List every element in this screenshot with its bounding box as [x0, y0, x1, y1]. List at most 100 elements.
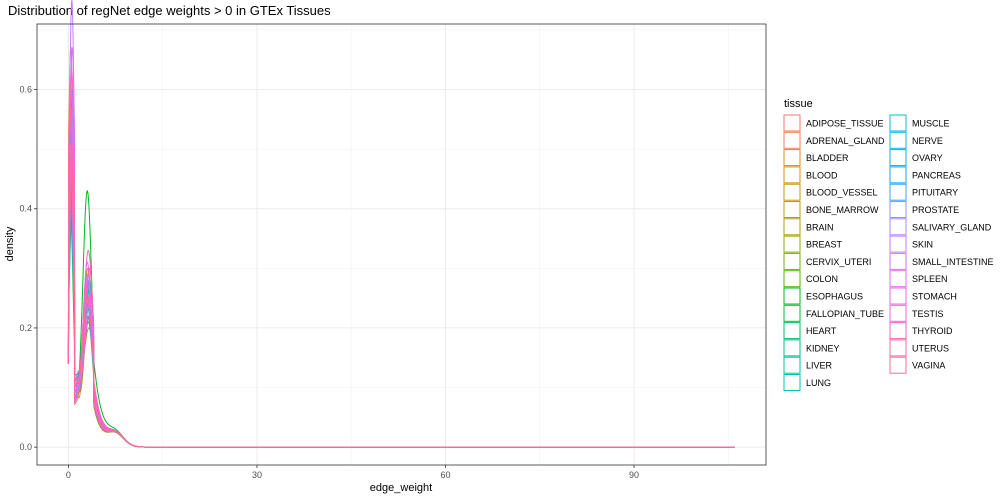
x-tick-label: 0	[66, 470, 71, 480]
legend-key	[783, 252, 801, 270]
legend-key	[783, 270, 801, 288]
legend-key	[783, 235, 801, 253]
legend-label: ADRENAL_GLAND	[806, 136, 885, 146]
legend-label: ADIPOSE_TISSUE	[806, 119, 884, 129]
x-tick-label: 60	[440, 470, 450, 480]
legend-item: SKIN	[889, 235, 933, 253]
chart-title: Distribution of regNet edge weights > 0 …	[8, 3, 331, 18]
plot-panel	[36, 0, 767, 466]
legend-key	[889, 322, 907, 340]
legend-key	[889, 201, 907, 218]
legend-label: PROSTATE	[912, 205, 959, 215]
y-tick-label: 0.4	[19, 204, 32, 214]
legend-item: ADIPOSE_TISSUE	[783, 114, 884, 132]
x-tick-label: 90	[629, 470, 639, 480]
legend-label: TESTIS	[912, 309, 944, 319]
legend-item: SPLEEN	[889, 270, 948, 288]
y-axis-title: density	[4, 226, 16, 261]
legend-key	[889, 252, 907, 270]
legend-item: SMALL_INTESTINE	[889, 252, 994, 270]
legend-item: BONE_MARROW	[783, 201, 879, 218]
legend-label: VAGINA	[912, 361, 945, 371]
legend-label: MUSCLE	[912, 119, 950, 129]
legend-label: BLADDER	[806, 153, 849, 163]
legend-key	[783, 183, 801, 201]
legend-key	[889, 270, 907, 288]
legend-label: STOMACH	[912, 292, 957, 302]
legend-item: THYROID	[889, 322, 953, 340]
legend-item: BLOOD	[783, 166, 838, 184]
legend-label: HEART	[806, 326, 837, 336]
legend-item: CERVIX_UTERI	[783, 252, 871, 270]
panel-background	[37, 24, 766, 465]
legend-label: SMALL_INTESTINE	[912, 257, 994, 267]
legend-key	[783, 114, 801, 132]
density-lines	[67, 0, 735, 448]
legend-label: CERVIX_UTERI	[806, 257, 871, 267]
legend-item: PANCREAS	[889, 166, 961, 184]
legend-key	[889, 166, 907, 184]
legend-item: COLON	[783, 270, 838, 288]
legend-key	[783, 356, 801, 374]
legend-key	[889, 131, 907, 149]
legend-item: OVARY	[889, 149, 943, 167]
legend-label: KIDNEY	[806, 343, 840, 353]
legend-key	[783, 339, 801, 357]
legend-label: BLOOD_VESSEL	[806, 188, 878, 198]
legend-item: UTERUS	[889, 339, 949, 357]
legend-item: HEART	[783, 322, 837, 340]
legend-item: PROSTATE	[889, 201, 959, 218]
legend-key	[889, 218, 907, 236]
legend-key	[783, 166, 801, 184]
legend-item: ADRENAL_GLAND	[783, 131, 885, 149]
legend-key	[889, 114, 907, 132]
legend-label: BRAIN	[806, 222, 834, 232]
legend-item: LIVER	[783, 356, 833, 374]
legend-label: PANCREAS	[912, 170, 961, 180]
y-tick-label: 0.0	[19, 442, 32, 452]
legend-item: BRAIN	[783, 218, 834, 236]
legend-key	[889, 339, 907, 357]
x-axis-ticks: 0 30 60 90	[66, 465, 639, 480]
legend-label: SALIVARY_GLAND	[912, 222, 992, 232]
legend-label: OVARY	[912, 153, 943, 163]
panel-border	[36, 23, 767, 466]
legend-label: UTERUS	[912, 343, 949, 353]
legend-item: PITUITARY	[889, 183, 958, 201]
legend-items: ADIPOSE_TISSUE ADRENAL_GLAND BLADDER BLOOD B…	[783, 114, 994, 391]
legend-label: SKIN	[912, 240, 933, 250]
legend-label: SPLEEN	[912, 274, 948, 284]
legend-key	[889, 304, 907, 322]
legend-key	[889, 235, 907, 253]
legend-key	[783, 374, 801, 391]
legend-item: KIDNEY	[783, 339, 840, 357]
y-tick-label: 0.2	[19, 323, 32, 333]
legend-item: BLOOD_VESSEL	[783, 183, 878, 201]
legend-key	[783, 287, 801, 305]
legend-item: BLADDER	[783, 149, 849, 167]
legend-label: LIVER	[806, 361, 833, 371]
legend-label: BREAST	[806, 240, 843, 250]
y-tick-label: 0.6	[19, 85, 32, 95]
legend-label: NERVE	[912, 136, 943, 146]
legend-item: MUSCLE	[889, 114, 950, 132]
legend-key	[783, 131, 801, 149]
legend-item: ESOPHAGUS	[783, 287, 863, 305]
y-axis-ticks: 0.0 0.2 0.4 0.6	[19, 85, 37, 452]
legend-key	[889, 287, 907, 305]
legend-item: NERVE	[889, 131, 943, 149]
legend-label: ESOPHAGUS	[806, 292, 863, 302]
legend-item: BREAST	[783, 235, 843, 253]
legend-key	[783, 201, 801, 218]
legend-key	[889, 183, 907, 201]
legend-label: BONE_MARROW	[806, 205, 879, 215]
legend-item: SALIVARY_GLAND	[889, 218, 992, 236]
legend-label: PITUITARY	[912, 188, 958, 198]
legend-key	[783, 149, 801, 167]
legend-title: tissue	[784, 98, 813, 110]
legend-item: TESTIS	[889, 304, 944, 322]
legend-label: THYROID	[912, 326, 953, 336]
density-line-vagina	[67, 107, 735, 448]
legend-label: COLON	[806, 274, 838, 284]
